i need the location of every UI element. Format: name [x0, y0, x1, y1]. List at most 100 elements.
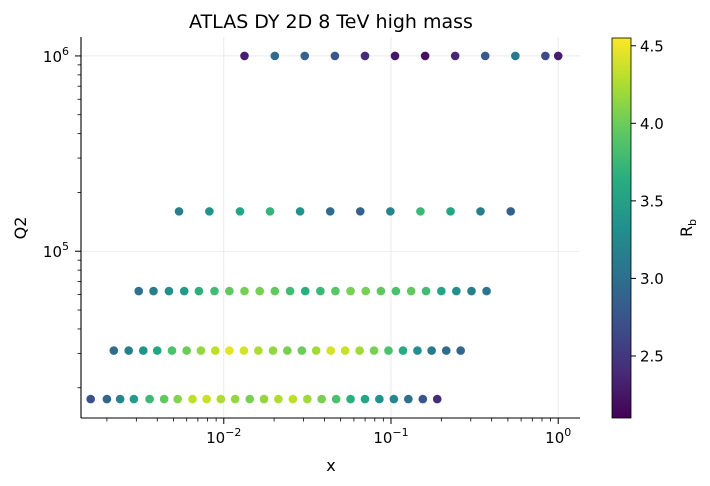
data-point [420, 51, 430, 61]
data-point [167, 346, 177, 355]
data-point [391, 286, 401, 296]
data-point [331, 394, 341, 404]
data-point [413, 346, 422, 355]
data-point [270, 51, 280, 61]
data-point [384, 346, 393, 355]
data-point [452, 286, 461, 296]
data-point [355, 346, 364, 355]
data-point [194, 286, 204, 296]
data-point [211, 346, 220, 355]
x-ticks: 10−2 10−1 100 [106, 418, 571, 447]
data-point [506, 207, 516, 216]
y-tick-label: 105 [43, 240, 69, 261]
data-point [416, 207, 425, 216]
data-point [398, 346, 408, 355]
data-point [145, 394, 154, 404]
data-point [406, 286, 416, 296]
data-point [196, 346, 206, 355]
data-point [174, 207, 184, 216]
colorbar-label-main: R [677, 226, 696, 237]
data-point [129, 394, 139, 404]
data-point [427, 346, 436, 355]
data-point [230, 394, 240, 404]
data-point [456, 346, 465, 355]
data-point [511, 51, 520, 61]
data-point [102, 394, 112, 404]
colorbar [611, 37, 632, 419]
data-point [285, 286, 295, 296]
data-point [360, 394, 370, 404]
data-point [467, 286, 476, 296]
data-point [317, 394, 326, 404]
data-points [86, 51, 563, 404]
data-point [205, 207, 214, 216]
data-point [325, 207, 335, 216]
x-tick-label: 10−1 [373, 426, 408, 447]
data-point [188, 394, 197, 404]
data-point [265, 207, 275, 216]
data-point [245, 394, 255, 404]
data-point [109, 346, 119, 355]
data-point [480, 51, 490, 61]
data-point [240, 286, 249, 296]
data-point [270, 286, 280, 296]
data-point [159, 394, 169, 404]
data-point [202, 394, 211, 404]
data-point [437, 286, 446, 296]
data-point [124, 346, 133, 355]
data-point [225, 346, 234, 355]
data-point [216, 394, 226, 404]
data-point [355, 207, 365, 216]
colorbar-label-sub: b [686, 219, 699, 226]
data-point [418, 394, 428, 404]
data-point [450, 51, 460, 61]
data-point [240, 51, 249, 61]
data-point [330, 51, 340, 61]
chart-title: ATLAS DY 2D 8 TeV high mass [189, 11, 473, 33]
data-point [182, 346, 191, 355]
data-point [297, 346, 307, 355]
data-point [239, 346, 249, 355]
data-point [311, 346, 321, 355]
data-point [340, 346, 350, 355]
data-point [268, 346, 278, 355]
data-point [404, 394, 413, 404]
data-point [259, 394, 269, 404]
colorbar-label: Rb [677, 219, 699, 237]
data-point [476, 207, 485, 216]
colorbar-tick-label: 3.5 [640, 192, 664, 210]
data-point [164, 286, 174, 296]
data-point [274, 394, 283, 404]
data-point [254, 346, 263, 355]
x-axis-title: x [326, 456, 335, 475]
data-point [255, 286, 264, 296]
data-point [179, 286, 189, 296]
data-point [482, 286, 491, 296]
data-point [303, 394, 312, 404]
data-point [346, 394, 355, 404]
data-point [210, 286, 219, 296]
data-point [326, 346, 336, 355]
data-point [375, 394, 384, 404]
data-point [541, 51, 550, 61]
colorbar-tick-label: 4.5 [640, 37, 664, 55]
grid [81, 37, 580, 418]
data-point [376, 286, 386, 296]
data-point [441, 346, 451, 355]
data-point [553, 51, 563, 61]
data-point [360, 51, 370, 61]
data-point [361, 286, 371, 296]
y-tick-label: 106 [43, 45, 69, 66]
y-ticks: 105 106 [43, 45, 81, 389]
data-point [283, 346, 292, 355]
y-axis-title: Q2 [11, 217, 30, 240]
colorbar-tick-label: 4.0 [640, 115, 664, 133]
data-point [152, 346, 162, 355]
data-point [300, 51, 310, 61]
data-point [86, 394, 95, 404]
x-tick-label: 100 [545, 426, 571, 447]
data-point [134, 286, 144, 296]
data-point [389, 394, 399, 404]
colorbar-tick-label: 3.0 [640, 270, 664, 288]
